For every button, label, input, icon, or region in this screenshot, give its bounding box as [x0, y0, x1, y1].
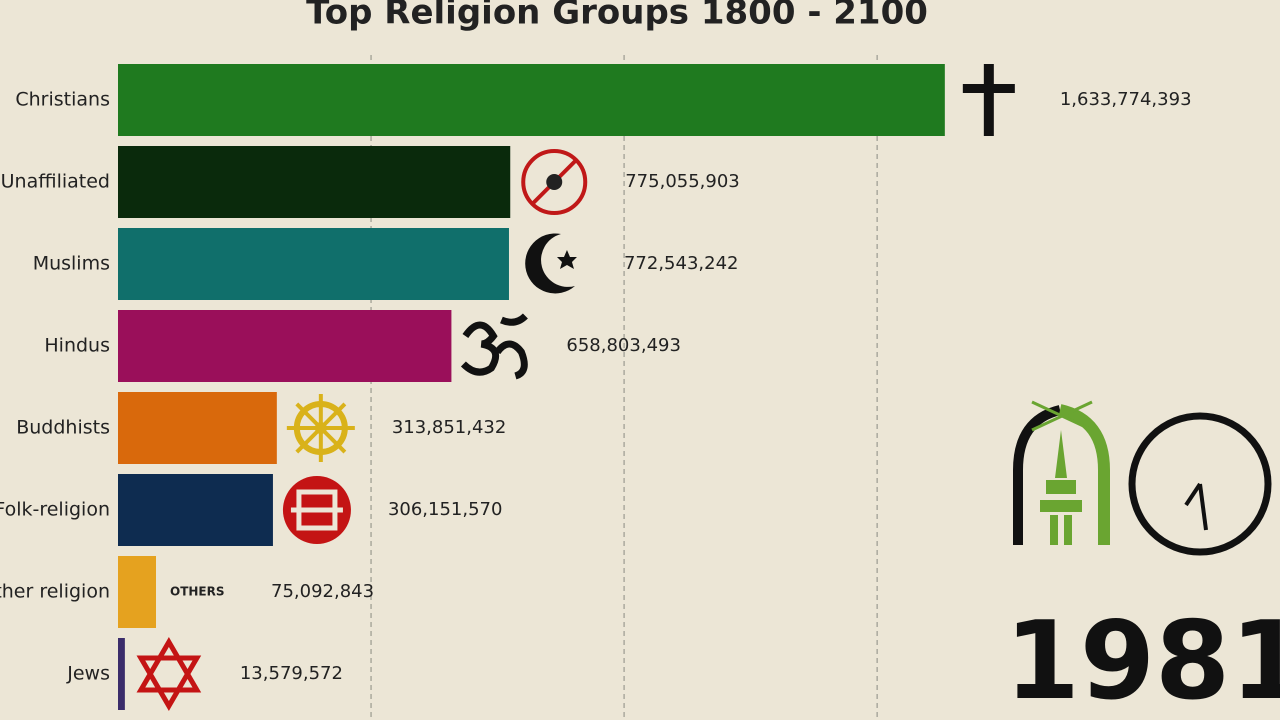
icon-shape [136, 637, 202, 711]
value-label: 1,633,774,393 [1060, 89, 1192, 110]
bar [118, 228, 509, 300]
icon-shape [556, 250, 577, 269]
religion-icon [525, 233, 577, 294]
religion-icon [962, 64, 1015, 136]
value-label: 658,803,493 [566, 335, 681, 356]
icon-shape [962, 84, 1015, 93]
bar [118, 392, 277, 464]
category-label: Unaffiliated [1, 171, 110, 193]
category-label: Other religion [0, 581, 110, 603]
value-label: 775,055,903 [625, 171, 740, 192]
category-label: Jews [66, 663, 110, 685]
year-label: 1981 [1005, 599, 1280, 720]
logo [1013, 400, 1272, 556]
religion-icon [521, 149, 588, 215]
icon-shape [546, 174, 563, 190]
category-label: Folk-religion [0, 499, 110, 521]
bar [118, 556, 157, 628]
value-label: 13,579,572 [240, 663, 343, 684]
icon-shape [525, 233, 575, 294]
religion-icon [136, 637, 202, 711]
category-label: Christians [15, 89, 110, 111]
religion-icon [286, 394, 355, 462]
bar [118, 310, 452, 382]
value-label: 306,151,570 [388, 499, 503, 520]
value-label: 313,851,432 [392, 417, 507, 438]
religion-icon [282, 476, 351, 544]
icon-text: OTHERS [170, 585, 225, 599]
icon-shape [521, 149, 588, 215]
category-label: Muslims [33, 253, 110, 275]
value-label: 772,543,242 [624, 253, 739, 274]
icon-shape [460, 313, 528, 380]
bar [118, 64, 945, 136]
chart-title: Top Religion Groups 1800 - 2100 [306, 0, 928, 33]
icon-shape [314, 422, 327, 434]
category-label: Hindus [44, 335, 110, 357]
religion-icon [460, 313, 528, 380]
category-label: Buddhists [16, 417, 110, 439]
bar [118, 638, 125, 710]
bar [118, 474, 273, 546]
icon-shape [983, 64, 994, 136]
bar [118, 146, 511, 218]
value-label: 75,092,843 [271, 581, 374, 602]
